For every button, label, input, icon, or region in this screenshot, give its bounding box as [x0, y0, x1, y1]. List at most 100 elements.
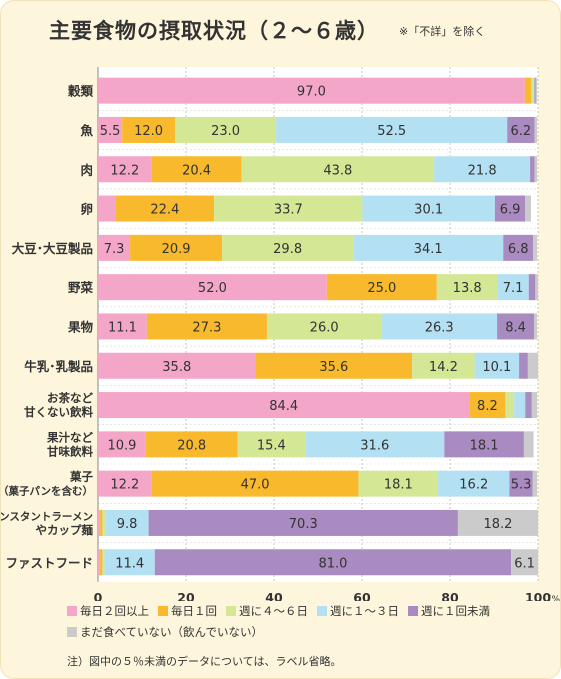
bar-segment	[154, 549, 512, 576]
data-label: 22.4	[150, 203, 179, 218]
category-label: 大豆･大豆製品	[12, 241, 93, 256]
legend-label: 毎日１回	[171, 604, 217, 618]
bar-segment	[535, 77, 538, 104]
x-tick-label: 80	[441, 590, 459, 601]
category-label: 甘くない飲料	[24, 405, 93, 419]
bar-segment	[514, 392, 526, 419]
bar-segment	[534, 156, 538, 183]
data-label: 14.2	[429, 360, 458, 375]
data-label: 18.1	[384, 478, 413, 493]
data-label: 20.8	[177, 438, 206, 453]
legend-swatch	[67, 627, 77, 637]
bar-segment	[98, 431, 146, 458]
category-label: 肉	[80, 162, 93, 177]
data-label: 13.8	[453, 281, 482, 296]
data-label: 27.3	[192, 320, 221, 335]
bar-segment	[497, 313, 535, 340]
bar-segment	[148, 509, 458, 536]
data-label: 20.9	[162, 242, 191, 257]
bar-segment	[358, 470, 439, 497]
legend-swatch	[226, 606, 236, 616]
data-label: 5.3	[511, 478, 532, 493]
legend-swatch	[158, 606, 168, 616]
bar-segment	[214, 195, 363, 222]
legend-item: 週に４〜６日	[226, 603, 308, 619]
bar-segment	[381, 313, 498, 340]
data-label: 84.4	[269, 399, 298, 414]
bar-segment	[535, 274, 538, 301]
bar-segment	[276, 116, 508, 143]
category-label: ファストフード	[5, 555, 93, 570]
bar-segment	[519, 352, 528, 379]
data-label: 30.1	[414, 203, 443, 218]
chart-subtitle: ※「不詳」を除く	[399, 25, 486, 38]
data-label: 6.1	[514, 556, 535, 571]
legend-label: 週に１回未満	[421, 604, 490, 618]
category-label: インスタントラーメン	[1, 511, 93, 523]
data-label: 7.3	[104, 242, 125, 257]
legend-swatch	[67, 606, 77, 616]
bar-segment	[531, 392, 538, 419]
bar-segment	[104, 549, 155, 576]
legend-item: 週に１〜３日	[317, 603, 399, 619]
bar-segment	[511, 549, 538, 576]
legend-label: まだ食べていない（飲んでいない）	[80, 625, 263, 639]
bar-segment	[494, 195, 526, 222]
bar-segment	[525, 195, 531, 222]
bar-segment	[151, 156, 242, 183]
data-label: 70.3	[289, 517, 318, 532]
bar-segment	[530, 156, 535, 183]
bar-segment	[505, 392, 515, 419]
data-label: 7.1	[503, 281, 524, 296]
data-label: 52.5	[377, 124, 406, 139]
data-label: 34.1	[414, 242, 443, 257]
bar-segment	[130, 234, 223, 261]
bar-segment	[98, 116, 123, 143]
bar-segment	[527, 352, 538, 379]
bar-segment	[528, 274, 536, 301]
x-tick-label: 0	[94, 590, 103, 601]
bar-segment	[98, 156, 152, 183]
bar-segment	[362, 195, 495, 222]
bar-segment	[507, 116, 535, 143]
x-tick-label: 20	[177, 590, 195, 601]
category-label: 魚	[80, 123, 93, 138]
bar-segment	[102, 549, 105, 576]
data-label: 97.0	[297, 85, 326, 100]
bar-segment	[532, 470, 538, 497]
bar-segment	[509, 470, 533, 497]
category-label: （菓子パンを含む）	[1, 485, 93, 498]
bar-segment	[115, 195, 215, 222]
data-label: 26.0	[310, 320, 339, 335]
legend-item: まだ食べていない（飲んでいない）	[67, 624, 263, 640]
data-label: 18.2	[483, 517, 512, 532]
data-label: 8.2	[477, 399, 498, 414]
bar-segment	[353, 234, 504, 261]
data-label: 6.2	[510, 124, 531, 139]
legend-label: 週に１〜３日	[330, 604, 399, 618]
data-label: 15.4	[257, 438, 286, 453]
bar-segment	[474, 352, 520, 379]
bar-segment	[241, 156, 435, 183]
data-label: 26.3	[425, 320, 454, 335]
bar-segment	[98, 274, 327, 301]
bar-segment	[497, 274, 529, 301]
data-label: 81.0	[318, 556, 347, 571]
bar-segment	[438, 470, 510, 497]
data-label: 23.0	[211, 124, 240, 139]
bar-segment	[534, 116, 538, 143]
bar-segment	[255, 352, 413, 379]
legend-label: 毎日２回以上	[80, 604, 149, 618]
bar-segment	[436, 274, 498, 301]
footnote: 注）図中の５％未満のデータについては、ラベル省略。	[67, 655, 342, 668]
bar-segment	[326, 274, 437, 301]
category-label: 果物	[67, 319, 94, 334]
bar-segment	[222, 234, 354, 261]
data-label: 52.0	[198, 281, 227, 296]
bar-segment	[266, 313, 382, 340]
data-label: 47.0	[241, 478, 270, 493]
legend-label: 週に４〜６日	[239, 604, 308, 618]
bar-segment	[105, 509, 149, 536]
data-label: 20.4	[182, 163, 211, 178]
